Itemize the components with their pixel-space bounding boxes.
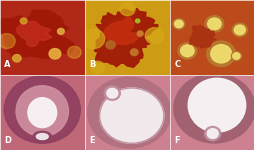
- Circle shape: [119, 2, 135, 16]
- Text: E: E: [89, 136, 95, 145]
- Ellipse shape: [16, 86, 68, 136]
- Text: C: C: [174, 60, 180, 69]
- Circle shape: [230, 52, 241, 60]
- Circle shape: [180, 45, 193, 57]
- Circle shape: [106, 88, 117, 98]
- Polygon shape: [104, 17, 139, 45]
- Circle shape: [135, 19, 139, 23]
- Circle shape: [232, 53, 239, 59]
- Circle shape: [207, 18, 220, 30]
- Circle shape: [20, 18, 27, 24]
- Ellipse shape: [33, 131, 51, 142]
- Circle shape: [172, 19, 184, 29]
- Circle shape: [207, 129, 217, 138]
- Circle shape: [204, 126, 220, 141]
- Ellipse shape: [187, 78, 245, 132]
- Text: F: F: [174, 136, 180, 145]
- Circle shape: [145, 28, 163, 44]
- Ellipse shape: [36, 134, 48, 140]
- Ellipse shape: [87, 77, 170, 148]
- Polygon shape: [0, 10, 75, 59]
- Text: B: B: [89, 60, 96, 69]
- Polygon shape: [94, 8, 157, 67]
- Ellipse shape: [28, 98, 56, 128]
- Circle shape: [130, 49, 137, 56]
- Circle shape: [82, 29, 104, 49]
- Circle shape: [206, 41, 235, 66]
- Circle shape: [104, 86, 120, 100]
- Circle shape: [91, 61, 104, 73]
- Circle shape: [67, 46, 81, 58]
- Circle shape: [13, 55, 21, 62]
- Polygon shape: [17, 21, 52, 46]
- Circle shape: [204, 16, 223, 32]
- Polygon shape: [189, 26, 215, 48]
- Circle shape: [0, 34, 15, 49]
- Circle shape: [174, 20, 182, 28]
- Circle shape: [137, 31, 142, 36]
- Text: D: D: [4, 136, 11, 145]
- Circle shape: [57, 28, 64, 34]
- Circle shape: [177, 43, 196, 59]
- Ellipse shape: [173, 74, 254, 143]
- Circle shape: [210, 45, 231, 63]
- Circle shape: [49, 49, 61, 59]
- Circle shape: [231, 23, 246, 37]
- Circle shape: [233, 25, 244, 35]
- Text: A: A: [4, 60, 11, 69]
- Ellipse shape: [4, 76, 80, 143]
- Circle shape: [105, 41, 115, 49]
- Ellipse shape: [99, 88, 163, 143]
